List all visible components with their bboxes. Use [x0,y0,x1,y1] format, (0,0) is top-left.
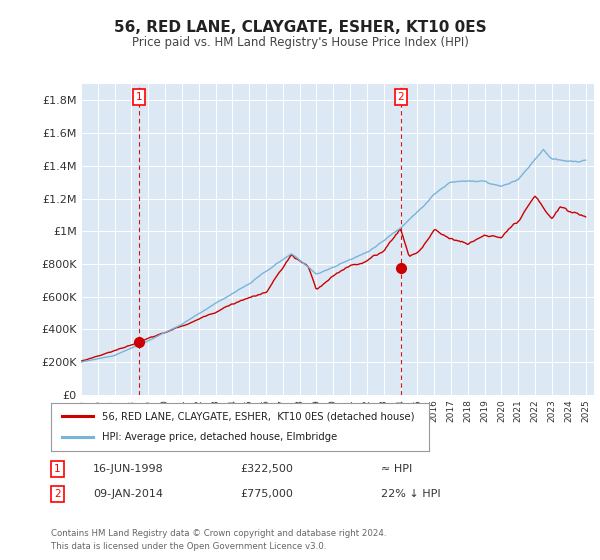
Text: 56, RED LANE, CLAYGATE, ESHER, KT10 0ES: 56, RED LANE, CLAYGATE, ESHER, KT10 0ES [113,20,487,35]
Text: Contains HM Land Registry data © Crown copyright and database right 2024.
This d: Contains HM Land Registry data © Crown c… [51,529,386,550]
Text: Price paid vs. HM Land Registry's House Price Index (HPI): Price paid vs. HM Land Registry's House … [131,36,469,49]
Text: 2: 2 [398,92,404,102]
Text: 56, RED LANE, CLAYGATE, ESHER,  KT10 0ES (detached house): 56, RED LANE, CLAYGATE, ESHER, KT10 0ES … [102,411,415,421]
Text: 22% ↓ HPI: 22% ↓ HPI [381,489,440,499]
Text: £775,000: £775,000 [240,489,293,499]
Text: 2: 2 [54,489,61,499]
Text: £322,500: £322,500 [240,464,293,474]
Text: 1: 1 [54,464,61,474]
Text: 09-JAN-2014: 09-JAN-2014 [93,489,163,499]
Text: 16-JUN-1998: 16-JUN-1998 [93,464,164,474]
Text: HPI: Average price, detached house, Elmbridge: HPI: Average price, detached house, Elmb… [102,432,337,442]
Text: ≈ HPI: ≈ HPI [381,464,412,474]
Text: 1: 1 [136,92,142,102]
